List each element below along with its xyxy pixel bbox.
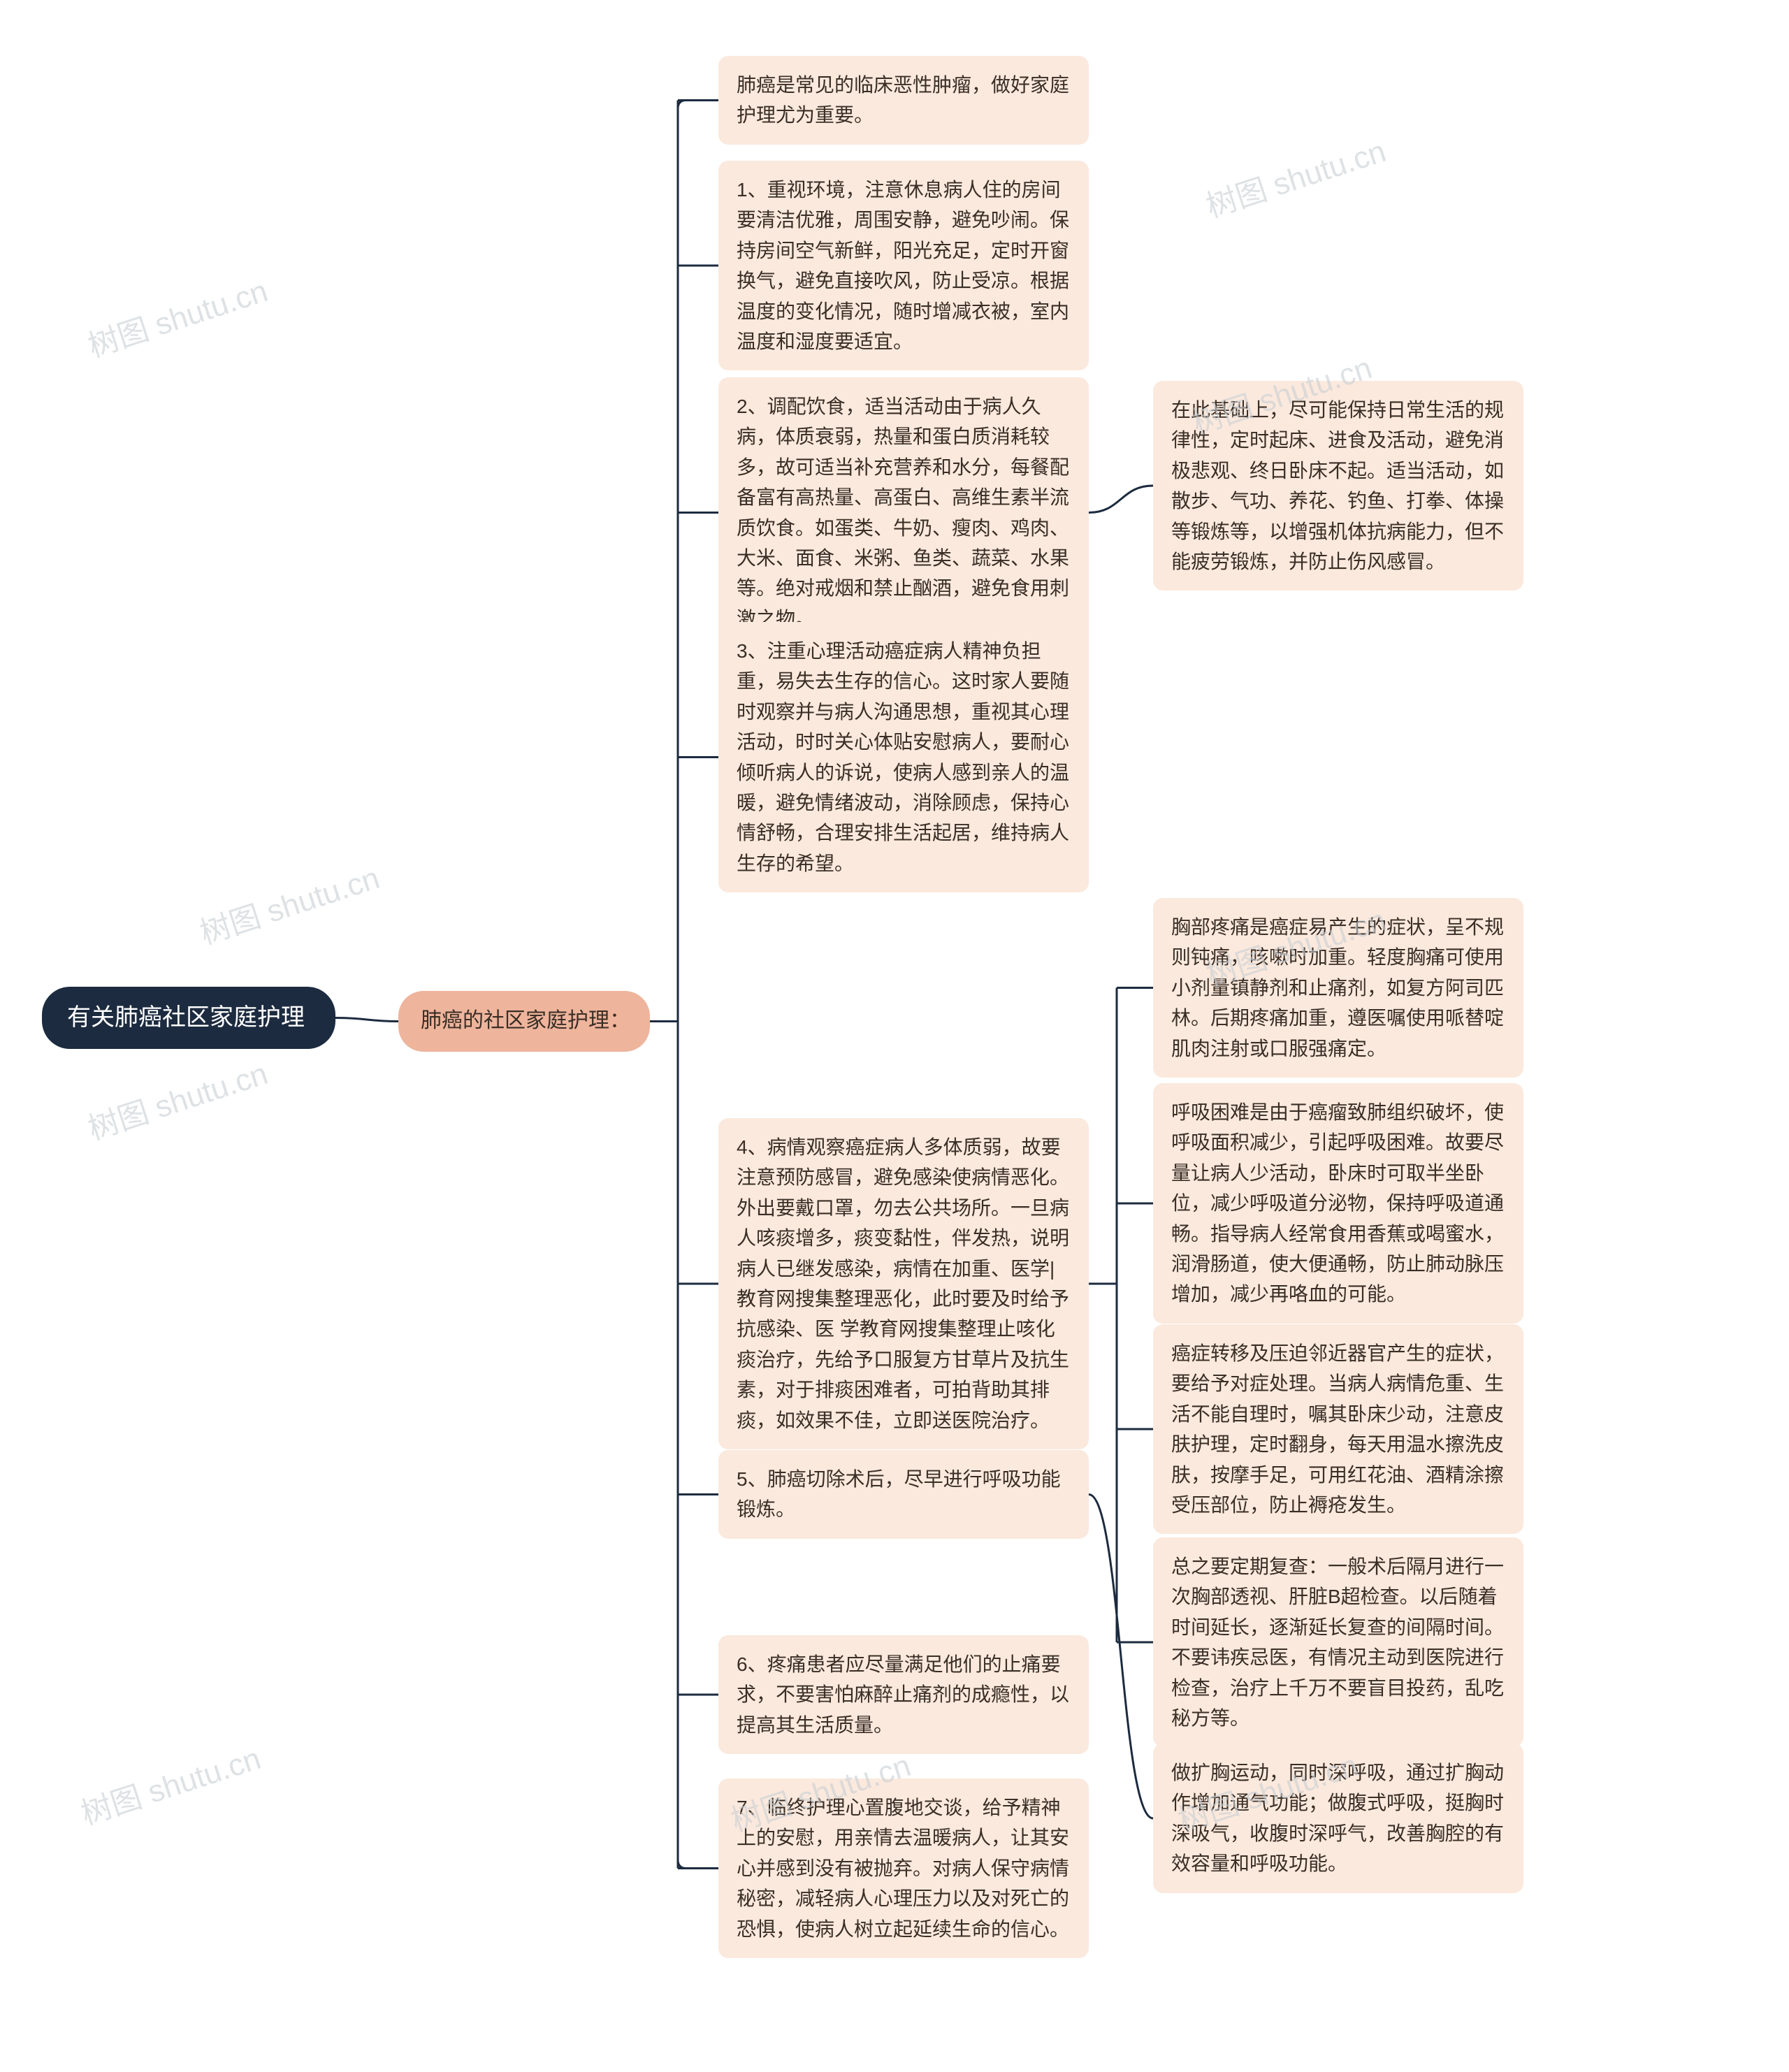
level3-node: 做扩胸运动，同时深呼吸，通过扩胸动作增加通气功能；做腹式呼吸，挺胸时深吸气，收腹…	[1153, 1744, 1523, 1893]
level3-node: 胸部疼痛是癌症易产生的症状，呈不规则钝痛，咳嗽时加重。轻度胸痛可使用小剂量镇静剂…	[1153, 898, 1523, 1078]
level3-node: 总之要定期复查：一般术后隔月进行一次胸部透视、肝脏B超检查。以后随着时间延长，逐…	[1153, 1537, 1523, 1747]
connector	[335, 1018, 398, 1022]
watermark: 树图 shutu.cn	[1200, 126, 1391, 226]
level3-node: 呼吸困难是由于癌瘤致肺组织破坏，使呼吸面积减少，引起呼吸困难。故要尽量让病人少活…	[1153, 1083, 1523, 1324]
connector	[1089, 486, 1153, 513]
connector	[678, 101, 686, 1022]
level2-node: 2、调配饮食，适当活动由于病人久病，体质衰弱，热量和蛋白质消耗较多，故可适当补充…	[718, 377, 1089, 648]
root-node: 有关肺癌社区家庭护理	[42, 987, 335, 1049]
level2-node: 5、肺癌切除术后，尽早进行呼吸功能锻炼。	[718, 1450, 1089, 1539]
watermark: 树图 shutu.cn	[75, 1733, 266, 1833]
level3-node: 在此基础上，尽可能保持日常生活的规律性，定时起床、进食及活动，避免消极悲观、终日…	[1153, 381, 1523, 591]
mindmap-canvas: 有关肺癌社区家庭护理 肺癌的社区家庭护理： 肺癌是常见的临床恶性肿瘤，做好家庭护理尤…	[0, 0, 1789, 2072]
level2-node: 1、重视环境，注意休息病人住的房间要清洁优雅，周围安静，避免吵闹。保持房间空气新…	[718, 161, 1089, 370]
level2-node: 7、临终护理心置腹地交谈，给予精神上的安慰，用亲情去温暖病人，让其安心并感到没有…	[718, 1778, 1089, 1958]
watermark: 树图 shutu.cn	[82, 266, 273, 365]
sub-node: 肺癌的社区家庭护理：	[398, 991, 650, 1052]
connector	[1089, 1495, 1153, 1819]
watermark: 树图 shutu.cn	[82, 1048, 273, 1148]
level3-node: 癌症转移及压迫邻近器官产生的症状，要给予对症处理。当病人病情危重、生活不能自理时…	[1153, 1324, 1523, 1534]
level2-node: 肺癌是常见的临床恶性肿瘤，做好家庭护理尤为重要。	[718, 56, 1089, 145]
connector	[678, 1022, 686, 1869]
level2-node: 4、病情观察癌症病人多体质弱，故要注意预防感冒，避免感染使病情恶化。外出要戴口罩…	[718, 1118, 1089, 1449]
level2-node: 6、疼痛患者应尽量满足他们的止痛要求，不要害怕麻醉止痛剂的成瘾性，以提高其生活质…	[718, 1635, 1089, 1754]
watermark: 树图 shutu.cn	[194, 853, 384, 952]
level2-node: 3、注重心理活动癌症病人精神负担重，易失去生存的信心。这时家人要随时观察并与病人…	[718, 622, 1089, 892]
